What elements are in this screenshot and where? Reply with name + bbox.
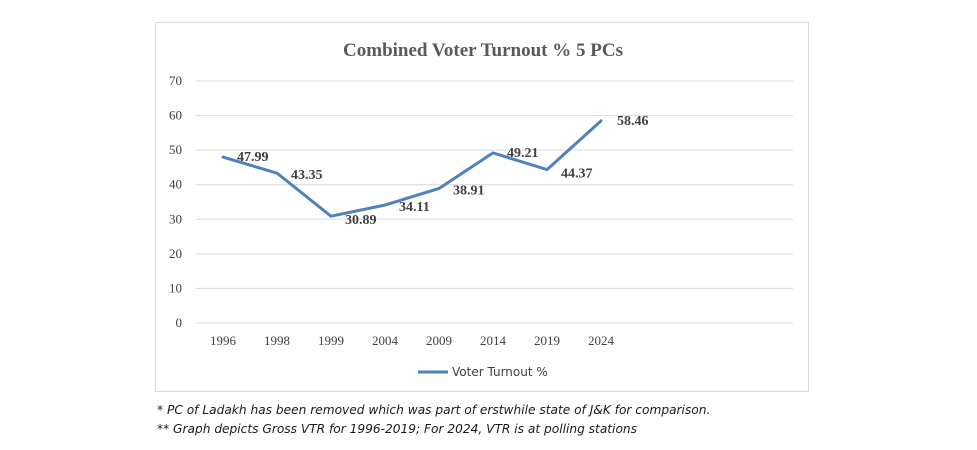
x-tick-label: 2014	[480, 333, 507, 348]
data-label: 43.35	[291, 168, 323, 183]
y-tick-label: 60	[169, 108, 182, 123]
x-tick-label: 2009	[426, 333, 452, 348]
footnotes: * PC of Ladakh has been removed which wa…	[157, 401, 710, 439]
y-tick-label: 50	[169, 142, 182, 157]
data-label: 34.11	[399, 200, 430, 215]
x-tick-label: 2024	[588, 333, 615, 348]
y-tick-label: 10	[169, 280, 182, 295]
y-tick-label: 30	[169, 211, 182, 226]
legend: Voter Turnout %	[418, 365, 548, 379]
y-tick-label: 0	[176, 315, 183, 330]
data-label: 44.37	[561, 167, 593, 182]
data-label: 38.91	[453, 183, 485, 198]
y-tick-label: 40	[169, 177, 182, 192]
chart-frame: Combined Voter Turnout % 5 PCs 0 10 20 30 40…	[155, 22, 809, 392]
x-tick-label: 1998	[264, 333, 290, 348]
y-tick-label: 70	[169, 73, 182, 88]
data-label: 47.99	[237, 150, 269, 165]
x-axis-ticks: 1996 1998 1999 2004 2009 2014 2019 2024	[210, 333, 615, 348]
data-label: 49.21	[507, 146, 539, 161]
line-chart: Combined Voter Turnout % 5 PCs 0 10 20 30 40…	[169, 40, 793, 379]
x-tick-label: 2019	[534, 333, 560, 348]
legend-label: Voter Turnout %	[452, 365, 548, 379]
data-labels: 47.99 43.35 30.89 34.11 38.91 49.21 44.37 58.46	[237, 114, 649, 228]
series-line-voter-turnout	[221, 119, 603, 218]
chart-title: Combined Voter Turnout % 5 PCs	[343, 40, 623, 61]
y-tick-label: 20	[169, 246, 182, 261]
x-tick-label: 1999	[318, 333, 344, 348]
footnote-2: ** Graph depicts Gross VTR for 1996-2019…	[157, 422, 637, 436]
y-axis-ticks: 0 10 20 30 40 50 60 70	[169, 73, 182, 330]
x-tick-label: 2004	[372, 333, 399, 348]
x-tick-label: 1996	[210, 333, 237, 348]
data-label: 30.89	[345, 213, 377, 228]
footnote-1: * PC of Ladakh has been removed which wa…	[157, 403, 711, 417]
data-label: 58.46	[617, 114, 649, 129]
gridlines	[196, 80, 793, 324]
